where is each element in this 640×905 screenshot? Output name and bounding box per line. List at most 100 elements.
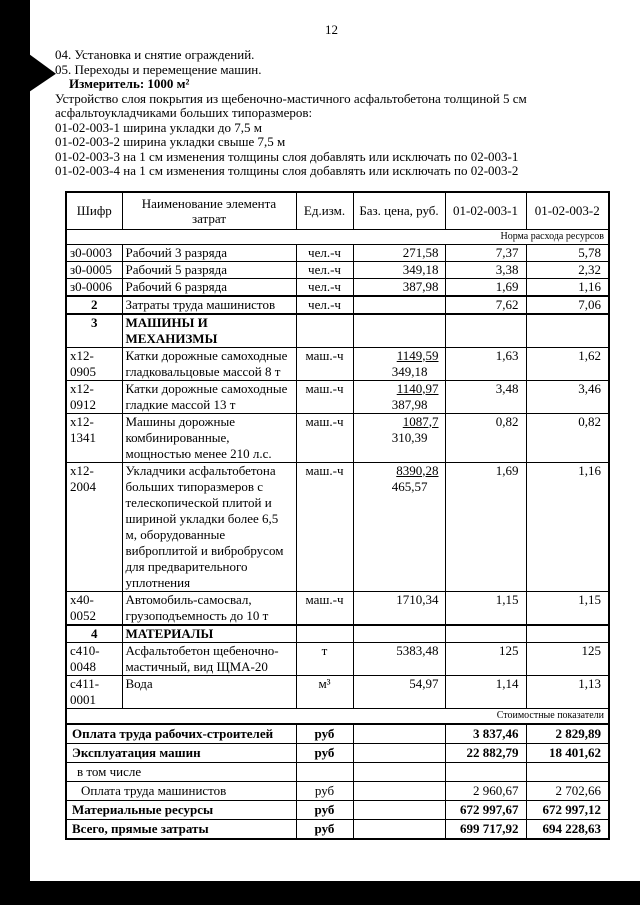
name-cell: Автомобиль-самосвал, грузоподъемность до… bbox=[121, 590, 297, 625]
price-cell: 1710,34 bbox=[352, 590, 446, 625]
code-cell: 4 bbox=[65, 623, 123, 643]
value-cell-1: 699 717,92 bbox=[444, 818, 527, 839]
price-cell bbox=[352, 818, 446, 839]
resource-row: з0-0006 Рабочий 6 разряда чел.-ч 387,98 1,69… bbox=[65, 277, 610, 296]
column-header-0: Шифр bbox=[65, 191, 123, 230]
description-line: Устройство слоя покрытия из щебеночно-ма… bbox=[55, 90, 527, 106]
resource-row: з0-0003 Рабочий 3 разряда чел.-ч 271,58 7,37… bbox=[65, 243, 610, 262]
resource-row: 4 МАТЕРИАЛЫ bbox=[65, 623, 610, 643]
column-header-5: 01-02-003-2 bbox=[525, 191, 610, 230]
value-cell-1: 1,63 bbox=[444, 346, 527, 381]
description-line: 01-02-003-1 ширина укладки до 7,5 м bbox=[55, 119, 262, 135]
code-cell: с411-0001 bbox=[65, 674, 123, 709]
value-cell-2: 2 829,89 bbox=[525, 722, 610, 744]
scan-corner-artifact bbox=[29, 54, 56, 92]
unit-cell: маш.-ч bbox=[295, 412, 354, 463]
intro-line: 05. Переходы и перемещение машин. bbox=[55, 61, 262, 77]
price-sub-value: 387,98 bbox=[391, 396, 428, 412]
value-cell-2: 1,15 bbox=[525, 590, 610, 625]
description-block: Устройство слоя покрытия из щебеночно-ма… bbox=[55, 90, 608, 179]
price-cell bbox=[352, 799, 446, 820]
unit-cell: чел.-ч bbox=[295, 277, 354, 296]
value-cell-1: 7,37 bbox=[444, 243, 527, 262]
value-cell-1: 3 837,46 bbox=[444, 722, 527, 744]
price-cell: 349,18 bbox=[352, 260, 446, 279]
name-cell: Асфальтобетон щебеночно-мастичный, вид Щ… bbox=[121, 641, 297, 676]
value-cell-1: 1,69 bbox=[444, 277, 527, 296]
name-cell: МАШИНЫ И МЕХАНИЗМЫ bbox=[121, 312, 297, 348]
resource-row: с411-0001 Вода м³ 54,97 1,14 1,13 bbox=[65, 674, 610, 709]
name-cell: Машины дорожные комбинированные, мощност… bbox=[121, 412, 297, 463]
name-cell: Катки дорожные самоходные гладковальцовы… bbox=[121, 346, 297, 381]
price-cell bbox=[352, 294, 446, 314]
unit-cell: руб bbox=[295, 780, 354, 801]
code-cell: з0-0003 bbox=[65, 243, 123, 262]
unit-cell: маш.-ч bbox=[295, 461, 354, 592]
unit-cell: маш.-ч bbox=[295, 346, 354, 381]
unit-cell bbox=[295, 623, 354, 643]
value-cell-2: 2 702,66 bbox=[525, 780, 610, 801]
price-main-value: 8390,28 bbox=[396, 462, 439, 478]
value-cell-1: 1,15 bbox=[444, 590, 527, 625]
resource-row: 2 Затраты труда машинистов чел.-ч 7,62 7,06 bbox=[65, 294, 610, 314]
price-cell bbox=[352, 761, 446, 782]
value-cell-1: 672 997,67 bbox=[444, 799, 527, 820]
table-header-row: Шифр Наименование элемента затрат Ед.изм. Б… bbox=[65, 191, 610, 230]
intro-lines: 04. Установка и снятие ограждений. 05. Пе… bbox=[55, 47, 608, 77]
norma-row: Норма расхода ресурсов bbox=[65, 228, 610, 245]
resource-row: х40-0052 Автомобиль-самосвал, грузоподъем… bbox=[65, 590, 610, 625]
code-cell: х12-0905 bbox=[65, 346, 123, 381]
unit-cell: маш.-ч bbox=[295, 379, 354, 414]
description-line: 01-02-003-3 на 1 см изменения толщины сл… bbox=[55, 148, 519, 164]
name-cell: Укладчики асфальтобетона больших типораз… bbox=[121, 461, 297, 592]
value-cell-2: 2,32 bbox=[525, 260, 610, 279]
summary-name-cell: Оплата труда рабочих-строителей bbox=[65, 722, 297, 744]
value-cell-1: 0,82 bbox=[444, 412, 527, 463]
price-cell bbox=[352, 312, 446, 348]
summary-name-cell: в том числе bbox=[65, 761, 297, 782]
value-cell-2: 1,16 bbox=[525, 277, 610, 296]
cost-indicators-label: Стоимостные показатели bbox=[65, 707, 610, 724]
name-cell: Рабочий 5 разряда bbox=[121, 260, 297, 279]
value-cell-1 bbox=[444, 623, 527, 643]
value-cell-1 bbox=[444, 761, 527, 782]
name-cell: Рабочий 3 разряда bbox=[121, 243, 297, 262]
code-cell: х12-1341 bbox=[65, 412, 123, 463]
resource-row: с410-0048 Асфальтобетон щебеночно-мастичн… bbox=[65, 641, 610, 676]
name-cell: Катки дорожные самоходные гладкие массой… bbox=[121, 379, 297, 414]
value-cell-2: 3,46 bbox=[525, 379, 610, 414]
name-cell: Вода bbox=[121, 674, 297, 709]
name-cell: Затраты труда машинистов bbox=[121, 294, 297, 314]
summary-row: Всего, прямые затраты руб 699 717,92 694 22… bbox=[65, 818, 610, 839]
price-cell: 54,97 bbox=[352, 674, 446, 709]
resource-row: х12-2004 Укладчики асфальтобетона больших… bbox=[65, 461, 610, 592]
name-cell: МАТЕРИАЛЫ bbox=[121, 623, 297, 643]
resource-row: 3 МАШИНЫ И МЕХАНИЗМЫ bbox=[65, 312, 610, 348]
description-line: 01-02-003-4 на 1 см изменения толщины сл… bbox=[55, 163, 519, 178]
value-cell-2: 0,82 bbox=[525, 412, 610, 463]
column-header-3: Баз. цена, руб. bbox=[352, 191, 446, 230]
name-cell: Рабочий 6 разряда bbox=[121, 277, 297, 296]
value-cell-2 bbox=[525, 623, 610, 643]
unit-cell: чел.-ч bbox=[295, 243, 354, 262]
scan-edge-bottom bbox=[0, 881, 640, 905]
document-page: 12 04. Установка и снятие ограждений. 05.… bbox=[55, 0, 610, 840]
unit-cell: чел.-ч bbox=[295, 260, 354, 279]
value-cell-2: 5,78 bbox=[525, 243, 610, 262]
value-cell-1: 1,14 bbox=[444, 674, 527, 709]
price-main-value: 1087,7 bbox=[402, 413, 439, 429]
scan-edge-left bbox=[0, 0, 30, 905]
price-cell: 387,98 bbox=[352, 277, 446, 296]
resource-row: х12-1341 Машины дорожные комбинированные,… bbox=[65, 412, 610, 463]
price-cell bbox=[352, 780, 446, 801]
value-cell-2: 672 997,12 bbox=[525, 799, 610, 820]
unit-cell bbox=[295, 312, 354, 348]
value-cell-1: 22 882,79 bbox=[444, 742, 527, 763]
price-sub-value: 310,39 bbox=[391, 429, 428, 445]
value-cell-2: 1,62 bbox=[525, 346, 610, 381]
summary-row: Оплата труда рабочих-строителей руб 3 837,… bbox=[65, 722, 610, 744]
page-number: 12 bbox=[325, 22, 338, 37]
summary-name-cell: Всего, прямые затраты bbox=[65, 818, 297, 839]
price-cell bbox=[352, 722, 446, 744]
description-line: 01-02-003-2 ширина укладки свыше 7,5 м bbox=[55, 134, 286, 149]
